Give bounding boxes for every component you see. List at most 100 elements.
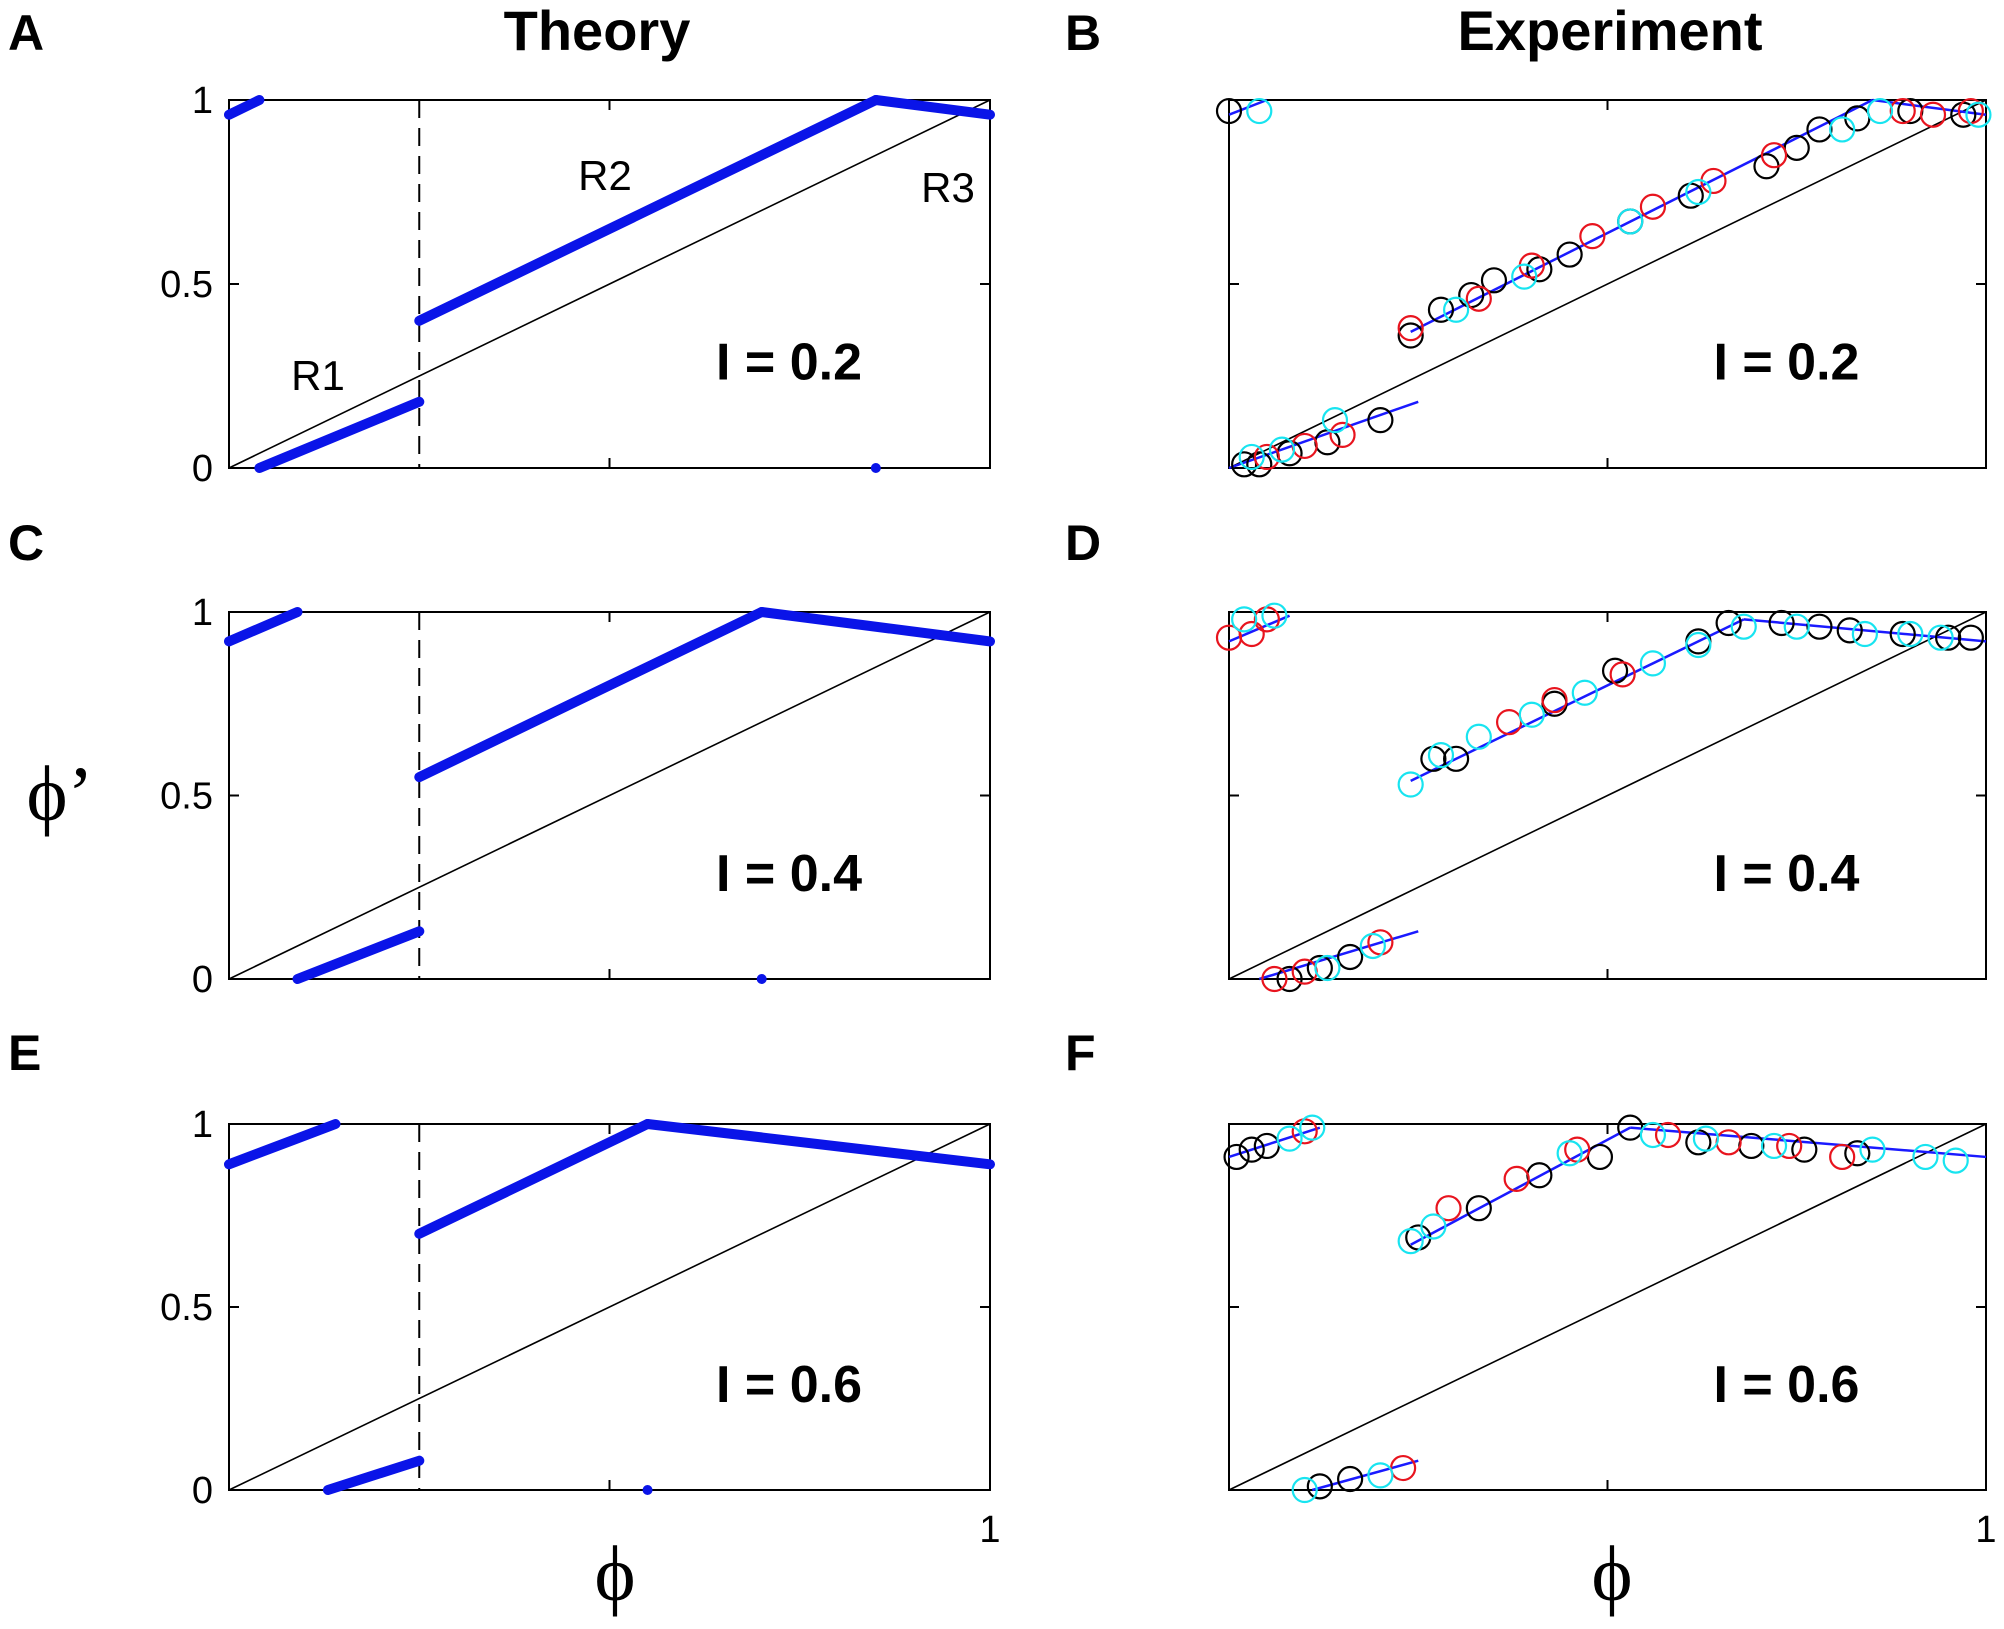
data-point-red: [1503, 1165, 1530, 1193]
data-point-cyan: [1359, 932, 1386, 960]
data-point-cyan: [1367, 1462, 1394, 1489]
data-point-cyan: [1238, 443, 1265, 471]
y-tick-label: 0.5: [160, 264, 213, 306]
fit-line: [1410, 618, 1745, 782]
data-point-red: [1654, 1121, 1682, 1149]
col-title-experiment: Experiment: [1458, 0, 1763, 62]
identity-diagonal: [228, 1123, 991, 1491]
data-point-black: [1806, 613, 1833, 640]
data-point-cyan: [1851, 620, 1878, 648]
fit-line: [1743, 618, 1987, 643]
data-point-red: [1397, 315, 1424, 342]
x-tick-label: 1: [979, 1509, 1000, 1551]
data-point-cyan: [1427, 742, 1455, 769]
panel-f-experiment-i06: 1 I = 0.6: [1223, 1114, 1997, 1551]
series-line-r1: [292, 926, 425, 984]
data-point-cyan: [1397, 771, 1424, 798]
data-point-cyan: [1465, 723, 1492, 750]
data-point-red: [1253, 443, 1280, 471]
panel-letter-e: E: [8, 1025, 41, 1081]
series-line-r3: [870, 95, 995, 120]
data-point-red: [1541, 686, 1568, 714]
panel-letter-a: A: [8, 5, 44, 61]
data-point-black: [1768, 609, 1795, 637]
panel-c-theory-i04: 0 0.5 1 I = 0.4: [160, 592, 995, 1001]
data-point-red: [1579, 223, 1606, 250]
data-point-cyan: [1912, 1143, 1939, 1171]
data-point-red: [1609, 661, 1636, 688]
data-point-black: [1397, 322, 1424, 349]
fixed-point-dot: [756, 974, 767, 984]
data-point-black: [1791, 1136, 1818, 1163]
data-point-black: [1367, 407, 1394, 434]
data-point-red: [1889, 97, 1916, 125]
stimulus-intensity-label: I = 0.2: [716, 334, 862, 392]
panel-letter-d: D: [1065, 515, 1101, 571]
series-line-r3: [756, 607, 995, 647]
data-point-cyan: [1829, 116, 1856, 143]
data-point-red: [1465, 285, 1492, 312]
data-point-red: [1291, 432, 1318, 460]
data-point-black: [1806, 116, 1833, 143]
data-point-cyan: [1261, 602, 1288, 629]
data-point-cyan: [1859, 1136, 1886, 1163]
fit-line: [1630, 1126, 1987, 1159]
data-point-red: [1760, 142, 1788, 169]
identity-diagonal: [1228, 99, 1987, 469]
panel-letter-b: B: [1065, 5, 1101, 61]
data-point-black: [1337, 943, 1364, 971]
data-point-black: [1337, 1465, 1364, 1493]
stimulus-intensity-label: I = 0.4: [716, 845, 862, 903]
data-point-black: [1246, 451, 1273, 478]
x-tick-label: 1: [1975, 1509, 1996, 1551]
series-line-r3-wrap: [224, 607, 303, 647]
data-point-red: [1715, 1129, 1742, 1156]
data-point-black: [1238, 1136, 1265, 1163]
y-tick-label: 0: [192, 1470, 213, 1512]
y-tick-label: 0: [192, 448, 213, 490]
data-point-black: [1306, 954, 1333, 982]
data-point-black: [1276, 965, 1303, 993]
fit-line: [1311, 1459, 1419, 1492]
data-point-cyan: [1897, 620, 1924, 648]
data-point-black: [1715, 609, 1742, 637]
data-point-cyan: [1420, 1213, 1447, 1240]
data-point-red: [1238, 620, 1265, 648]
series-line-r1: [254, 396, 425, 473]
data-point-black: [1442, 745, 1470, 772]
data-point-red: [1495, 708, 1523, 736]
data-point-cyan: [1511, 263, 1538, 290]
data-point-red: [1329, 421, 1356, 448]
data-point-red: [1776, 1132, 1803, 1160]
data-point-cyan: [1442, 296, 1470, 323]
y-tick-label: 1: [192, 80, 213, 122]
data-point-black: [1586, 1143, 1614, 1171]
identity-diagonal: [1228, 1123, 1987, 1491]
stimulus-intensity-label: I = 0.6: [1713, 1356, 1859, 1414]
data-point-cyan: [1556, 1140, 1583, 1167]
stimulus-intensity-label: I = 0.4: [1713, 845, 1859, 903]
data-point-black: [1935, 624, 1962, 651]
series-line-r3: [642, 1119, 995, 1170]
series-line-r2: [414, 607, 767, 783]
y-tick-label: 0.5: [160, 1287, 213, 1329]
series-line-r1: [322, 1455, 425, 1495]
stimulus-intensity-label: I = 0.6: [716, 1356, 862, 1414]
data-point-cyan: [1692, 1125, 1720, 1152]
x-axis-label-theory: ϕ: [594, 1530, 635, 1617]
data-point-cyan: [1730, 613, 1757, 640]
data-point-red: [1639, 193, 1667, 220]
identity-diagonal: [1228, 611, 1987, 980]
data-point-cyan: [1685, 631, 1712, 659]
data-point-black: [1480, 267, 1508, 294]
series-line-r2: [414, 1119, 653, 1239]
data-point-black: [1556, 241, 1583, 268]
data-point-black: [1844, 1140, 1871, 1167]
region-label-r3: R3: [921, 164, 975, 211]
data-point-black: [1783, 134, 1810, 161]
stimulus-intensity-label: I = 0.2: [1713, 334, 1859, 392]
series-line-r2: [414, 95, 881, 326]
data-point-red: [1829, 1143, 1856, 1171]
data-point-black: [1465, 1195, 1492, 1222]
